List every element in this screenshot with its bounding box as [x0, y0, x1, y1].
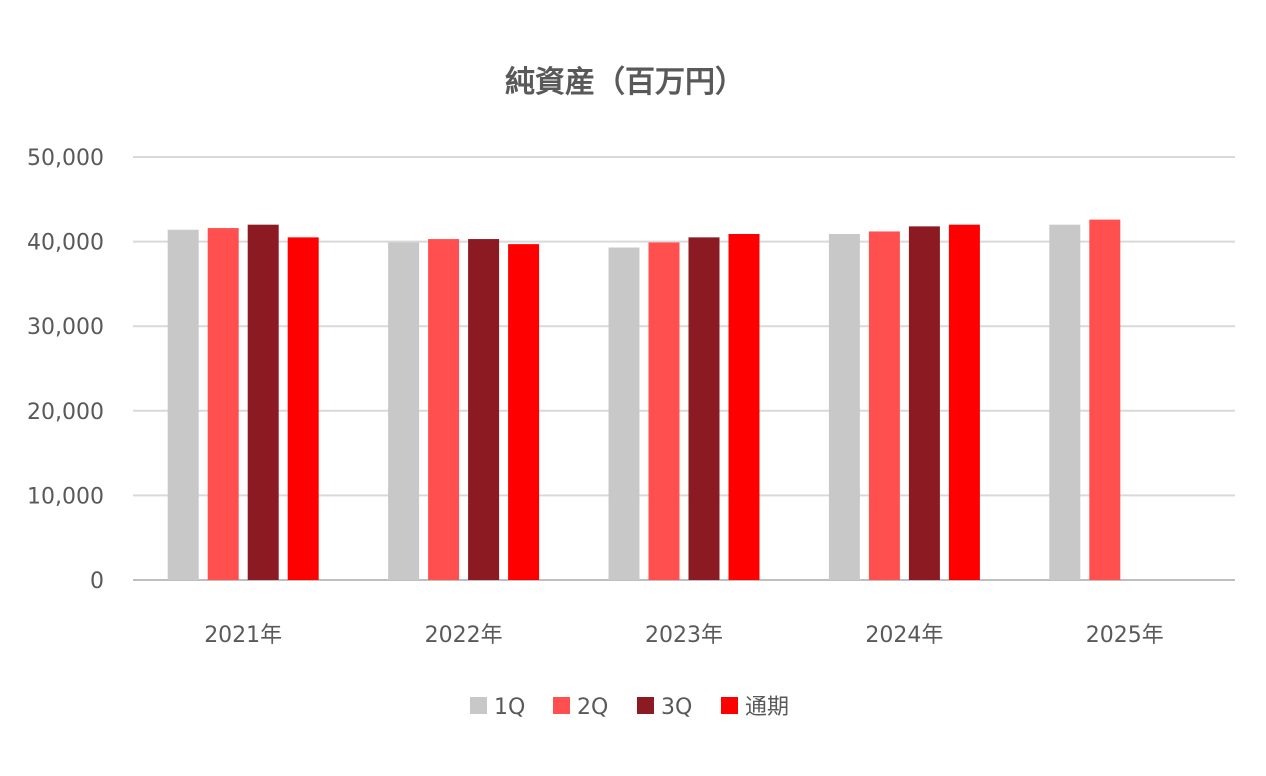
bar — [207, 228, 239, 580]
legend-label: 2Q — [577, 695, 608, 720]
x-tick-label: 2025年 — [1086, 623, 1164, 648]
legend-label: 1Q — [494, 695, 525, 720]
y-axis-ticks: 0 10,000 20,000 30,000 40,000 50,000 — [27, 146, 104, 594]
bar — [508, 244, 540, 580]
y-tick-label: 10,000 — [27, 484, 104, 509]
bar — [868, 231, 900, 580]
legend-swatch — [637, 697, 654, 714]
legend-swatch — [553, 697, 570, 714]
bar — [247, 224, 279, 580]
x-tick-label: 2023年 — [645, 623, 723, 648]
bar — [1049, 224, 1081, 580]
x-axis-ticks: 2021年 2022年 2023年 2024年 2025年 — [204, 623, 1164, 648]
x-tick-label: 2021年 — [204, 623, 282, 648]
bar — [428, 239, 460, 580]
legend: 1Q 2Q 3Q 通期 — [470, 695, 789, 720]
y-tick-label: 30,000 — [27, 315, 104, 340]
legend-swatch — [470, 697, 487, 714]
legend-label: 通期 — [745, 695, 789, 720]
chart-title: 純資産（百万円） — [505, 65, 745, 100]
x-tick-label: 2022年 — [425, 623, 503, 648]
bar — [948, 224, 980, 580]
bar — [608, 247, 640, 580]
legend-swatch — [721, 697, 738, 714]
y-tick-label: 0 — [90, 569, 104, 594]
bars — [167, 219, 1121, 581]
bar — [728, 233, 760, 580]
bar — [287, 237, 319, 580]
bar — [388, 242, 420, 581]
y-tick-label: 40,000 — [27, 231, 104, 256]
y-tick-label: 50,000 — [27, 146, 104, 171]
bar — [688, 237, 720, 580]
bar — [167, 229, 199, 581]
bar — [468, 239, 500, 580]
bar — [1089, 219, 1121, 580]
bar — [908, 226, 940, 580]
y-tick-label: 20,000 — [27, 400, 104, 425]
bar — [828, 233, 860, 580]
legend-label: 3Q — [661, 695, 692, 720]
bar — [648, 242, 680, 581]
x-tick-label: 2024年 — [865, 623, 943, 648]
